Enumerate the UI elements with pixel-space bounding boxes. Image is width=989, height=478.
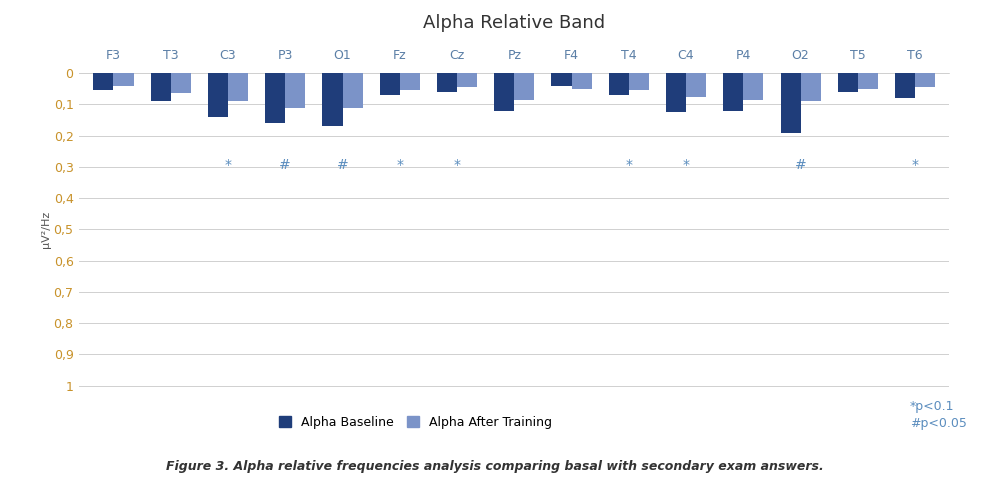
Bar bbox=[895, 73, 915, 98]
Bar bbox=[552, 73, 572, 86]
Bar bbox=[572, 73, 591, 89]
Text: #: # bbox=[279, 158, 291, 173]
Bar bbox=[514, 73, 534, 100]
Bar bbox=[494, 73, 514, 111]
Bar bbox=[322, 73, 342, 126]
Legend: Alpha Baseline, Alpha After Training: Alpha Baseline, Alpha After Training bbox=[274, 411, 557, 434]
Bar bbox=[744, 73, 764, 100]
Bar bbox=[380, 73, 400, 95]
Bar bbox=[838, 73, 857, 92]
Bar bbox=[171, 73, 191, 94]
Text: *: * bbox=[397, 158, 404, 173]
Text: #: # bbox=[795, 158, 806, 173]
Text: *: * bbox=[454, 158, 461, 173]
Text: *p<0.1
#p<0.05: *p<0.1 #p<0.05 bbox=[910, 400, 967, 430]
Title: Alpha Relative Band: Alpha Relative Band bbox=[423, 14, 605, 32]
Bar bbox=[915, 73, 936, 87]
Bar bbox=[437, 73, 457, 92]
Bar bbox=[208, 73, 228, 117]
Bar bbox=[686, 73, 706, 97]
Bar bbox=[457, 73, 477, 87]
Bar bbox=[400, 73, 419, 90]
Bar bbox=[285, 73, 306, 108]
Bar bbox=[265, 73, 285, 123]
Text: Figure 3. Alpha relative frequencies analysis comparing basal with secondary exa: Figure 3. Alpha relative frequencies ana… bbox=[165, 460, 824, 473]
Bar bbox=[800, 73, 821, 101]
Text: *: * bbox=[225, 158, 231, 173]
Y-axis label: μV²/Hz: μV²/Hz bbox=[41, 211, 50, 248]
Bar bbox=[93, 73, 114, 90]
Bar bbox=[629, 73, 649, 90]
Text: #: # bbox=[336, 158, 348, 173]
Bar bbox=[342, 73, 363, 108]
Text: *: * bbox=[912, 158, 919, 173]
Text: *: * bbox=[625, 158, 632, 173]
Bar bbox=[780, 73, 800, 132]
Bar bbox=[114, 73, 134, 86]
Bar bbox=[723, 73, 744, 111]
Bar bbox=[150, 73, 171, 101]
Bar bbox=[666, 73, 686, 112]
Text: *: * bbox=[682, 158, 689, 173]
Bar bbox=[228, 73, 248, 101]
Bar bbox=[857, 73, 878, 89]
Bar bbox=[609, 73, 629, 95]
